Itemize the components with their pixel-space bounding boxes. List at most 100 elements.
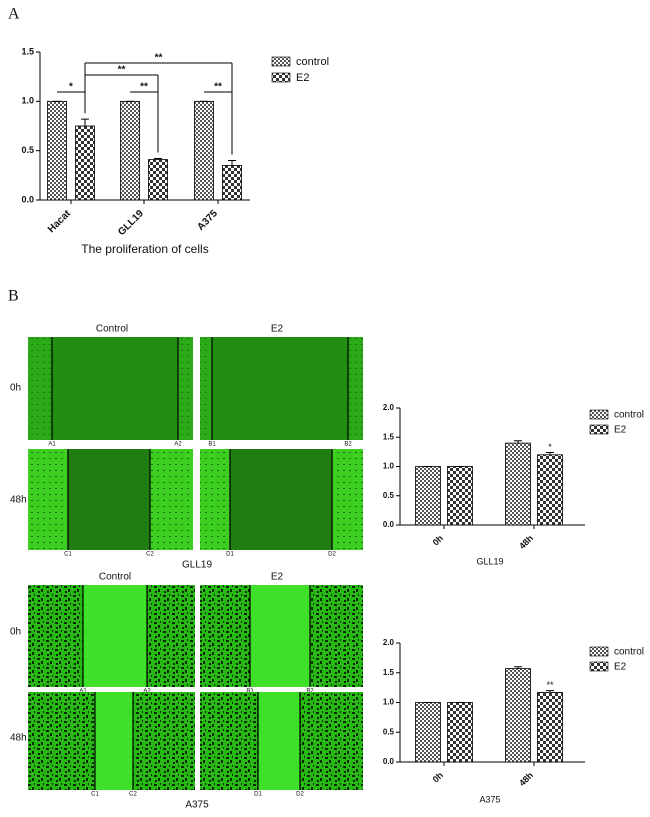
x-axis-title: GLL19 (476, 556, 503, 566)
y-tick-label: 1.0 (21, 96, 34, 106)
x-axis-title: The proliferation of cells (81, 242, 208, 256)
legend-label: control (614, 647, 644, 658)
micrograph-caption: A375 (185, 800, 209, 811)
legend-swatch (271, 56, 291, 67)
scratch-label: A2 (174, 442, 182, 448)
y-tick-label: 0.5 (21, 145, 34, 155)
panel-label: B (8, 288, 19, 305)
bar (505, 442, 531, 526)
y-tick-label: 0.5 (383, 727, 395, 736)
bar (537, 454, 563, 526)
bar (222, 165, 242, 201)
scratch-label: A1 (79, 689, 87, 695)
significance: ** (118, 65, 126, 76)
bar (415, 702, 441, 763)
legend-label: control (614, 410, 644, 421)
scratch-label: D2 (328, 552, 336, 558)
scratch-label: D2 (296, 792, 304, 798)
scratch-label: D1 (254, 792, 262, 798)
bar (447, 702, 473, 763)
bar (120, 100, 140, 201)
y-tick-label: 0.0 (383, 520, 395, 529)
x-axis-title: A375 (479, 794, 500, 804)
legend-label: E2 (614, 425, 627, 436)
error-bar (228, 160, 236, 166)
bar (148, 159, 168, 201)
scratch-gap (258, 692, 300, 790)
scratch-label: B2 (344, 442, 352, 448)
micrograph-tint (200, 337, 363, 440)
row-title: 0h (10, 627, 21, 638)
bar (505, 668, 531, 763)
panel-label: A (8, 6, 20, 23)
y-tick-label: 2.0 (383, 403, 395, 412)
y-tick-label: 1.5 (21, 46, 34, 56)
bar (194, 100, 214, 201)
y-tick-label: 0.0 (21, 194, 34, 204)
scratch-gap (95, 692, 133, 790)
x-tick-label: 48h (517, 533, 535, 551)
legend-swatch (589, 424, 609, 435)
y-tick-label: 0.5 (383, 491, 395, 500)
y-tick-label: 0.0 (383, 757, 395, 766)
scratch-label: C1 (64, 552, 72, 558)
scratch-label: C1 (91, 792, 99, 798)
micrograph-tint (28, 337, 193, 440)
scratch-label: B2 (306, 689, 314, 695)
scratch-label: C2 (129, 792, 137, 798)
scratch-label: C2 (146, 552, 154, 558)
row-title: 48h (10, 733, 27, 744)
significance: ** (546, 680, 554, 690)
error-bar (546, 690, 554, 693)
y-tick-label: 1.0 (383, 698, 395, 707)
y-tick-label: 1.5 (383, 432, 395, 441)
scratch-label: B1 (246, 689, 254, 695)
column-title: Control (96, 324, 128, 335)
row-title: 48h (10, 495, 27, 506)
bar (415, 466, 441, 526)
row-title: 0h (10, 383, 21, 394)
x-tick-label: 0h (431, 533, 446, 548)
y-tick-label: 1.0 (383, 462, 395, 471)
x-tick-label: 48h (517, 770, 535, 788)
legend-swatch (589, 409, 609, 420)
bar (537, 691, 563, 763)
error-bar (81, 118, 89, 126)
y-tick-label: 2.0 (383, 638, 395, 647)
legend-label: control (296, 56, 329, 68)
significance: * (548, 442, 552, 452)
error-bar (514, 440, 522, 444)
x-tick-label: 0h (431, 770, 446, 785)
error-bar (154, 158, 162, 160)
column-title: Control (99, 572, 131, 583)
bar (447, 466, 473, 526)
scratch-label: B1 (208, 442, 216, 448)
bar (75, 125, 95, 201)
scratch-gap (250, 585, 310, 687)
bar (47, 100, 67, 201)
x-tick-label: Hacat (46, 208, 74, 236)
significance: ** (155, 53, 163, 64)
legend-label: E2 (614, 662, 627, 673)
significance: * (69, 82, 73, 93)
legend-swatch (589, 646, 609, 657)
significance: ** (140, 82, 148, 93)
error-bar (514, 666, 522, 669)
legend-label: E2 (296, 72, 309, 84)
legend-swatch (589, 661, 609, 672)
scratch-gap (83, 585, 147, 687)
x-tick-label: GLL19 (116, 208, 146, 238)
scratch-label: A1 (48, 442, 56, 448)
x-tick-label: A375 (195, 208, 220, 233)
legend-swatch (271, 72, 291, 83)
micrograph-caption: GLL19 (182, 560, 212, 571)
significance: ** (214, 82, 222, 93)
scratch-gap (68, 449, 150, 550)
scratch-gap (230, 449, 332, 550)
scratch-label: A2 (143, 689, 151, 695)
y-tick-label: 1.5 (383, 668, 395, 677)
column-title: E2 (271, 572, 284, 583)
column-title: E2 (271, 324, 284, 335)
scratch-label: D1 (226, 552, 234, 558)
